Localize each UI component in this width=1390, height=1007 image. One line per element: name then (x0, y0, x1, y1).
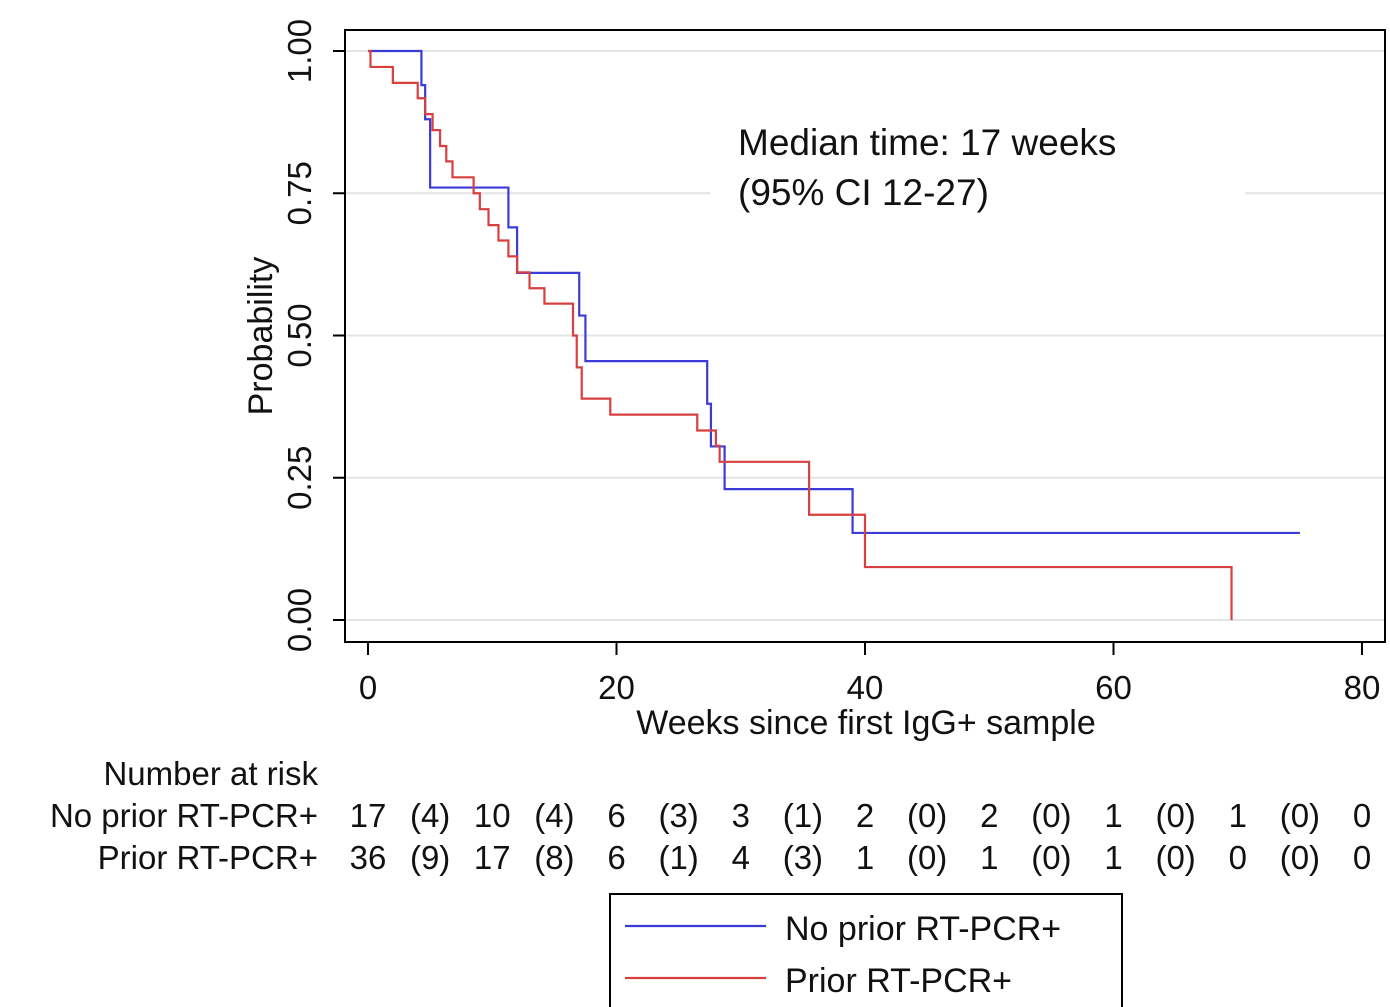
legend-label-0: No prior RT-PCR+ (785, 910, 1061, 948)
risk-at-risk-1-2: 6 (607, 839, 625, 876)
y-axis: 0.00 0.25 0.50 0.75 1.00 (281, 19, 346, 652)
risk-events-1-5: (0) (1031, 839, 1071, 876)
risk-table-title: Number at risk (103, 755, 318, 792)
risk-events-1-2: (1) (658, 839, 698, 876)
risk-at-risk-0-8: 0 (1353, 797, 1371, 834)
risk-at-risk-1-1: 17 (474, 839, 511, 876)
x-tick-label-2: 40 (847, 669, 884, 706)
median-ci-annotation: (95% CI 12-27) (738, 172, 989, 213)
risk-events-0-0: (4) (410, 797, 450, 834)
legend-box (609, 893, 1123, 1007)
y-tick-label-2: 0.50 (281, 303, 318, 367)
risk-events-0-1: (4) (534, 797, 574, 834)
risk-at-risk-0-0: 17 (350, 797, 387, 834)
risk-at-risk-1-3: 4 (732, 839, 750, 876)
legend: No prior RT-PCR+ Prior RT-PCR+ (609, 893, 1123, 1007)
y-tick-label-3: 0.75 (281, 161, 318, 225)
risk-at-risk-0-3: 3 (732, 797, 750, 834)
risk-events-0-3: (1) (783, 797, 823, 834)
risk-events-1-0: (9) (410, 839, 450, 876)
survival-curves (368, 49, 1300, 620)
x-tick-label-3: 60 (1095, 669, 1132, 706)
risk-events-1-1: (8) (534, 839, 574, 876)
risk-at-risk-1-8: 0 (1353, 839, 1371, 876)
risk-at-risk-1-6: 1 (1104, 839, 1122, 876)
risk-at-risk-0-5: 2 (980, 797, 998, 834)
series-line-1 (368, 49, 1233, 620)
risk-at-risk-1-0: 36 (350, 839, 387, 876)
risk-row-label-1: Prior RT-PCR+ (98, 839, 318, 876)
risk-events-0-5: (0) (1031, 797, 1071, 834)
x-tick-label-0: 0 (359, 669, 377, 706)
median-time-annotation: Median time: 17 weeks (738, 122, 1116, 163)
y-axis-label: Probability (242, 257, 280, 416)
y-tick-label-4: 1.00 (281, 19, 318, 83)
risk-events-0-4: (0) (907, 797, 947, 834)
risk-row-label-0: No prior RT-PCR+ (50, 797, 318, 834)
risk-at-risk-0-7: 1 (1229, 797, 1247, 834)
risk-at-risk-0-6: 1 (1104, 797, 1122, 834)
y-tick-label-0: 0.00 (281, 588, 318, 652)
risk-events-1-4: (0) (907, 839, 947, 876)
risk-at-risk-1-7: 0 (1229, 839, 1247, 876)
risk-events-1-7: (0) (1280, 839, 1320, 876)
risk-events-1-3: (3) (783, 839, 823, 876)
x-axis-label: Weeks since first IgG+ sample (636, 704, 1095, 742)
y-tick-label-1: 0.25 (281, 446, 318, 510)
risk-events-1-6: (0) (1155, 839, 1195, 876)
risk-at-risk-0-4: 2 (856, 797, 874, 834)
risk-events-0-6: (0) (1155, 797, 1195, 834)
legend-label-1: Prior RT-PCR+ (785, 962, 1012, 1000)
risk-table: Number at risk No prior RT-PCR+ 17 10 6 3 2 2 1… (50, 755, 1371, 876)
x-axis: 0 20 40 60 80 (345, 641, 1385, 706)
risk-events-0-2: (3) (658, 797, 698, 834)
x-tick-label-4: 80 (1344, 669, 1381, 706)
risk-at-risk-0-1: 10 (474, 797, 511, 834)
risk-at-risk-1-4: 1 (856, 839, 874, 876)
x-tick-label-1: 20 (598, 669, 635, 706)
risk-at-risk-1-5: 1 (980, 839, 998, 876)
risk-events-0-7: (0) (1280, 797, 1320, 834)
risk-at-risk-0-2: 6 (607, 797, 625, 834)
annotation-background (710, 110, 1245, 222)
